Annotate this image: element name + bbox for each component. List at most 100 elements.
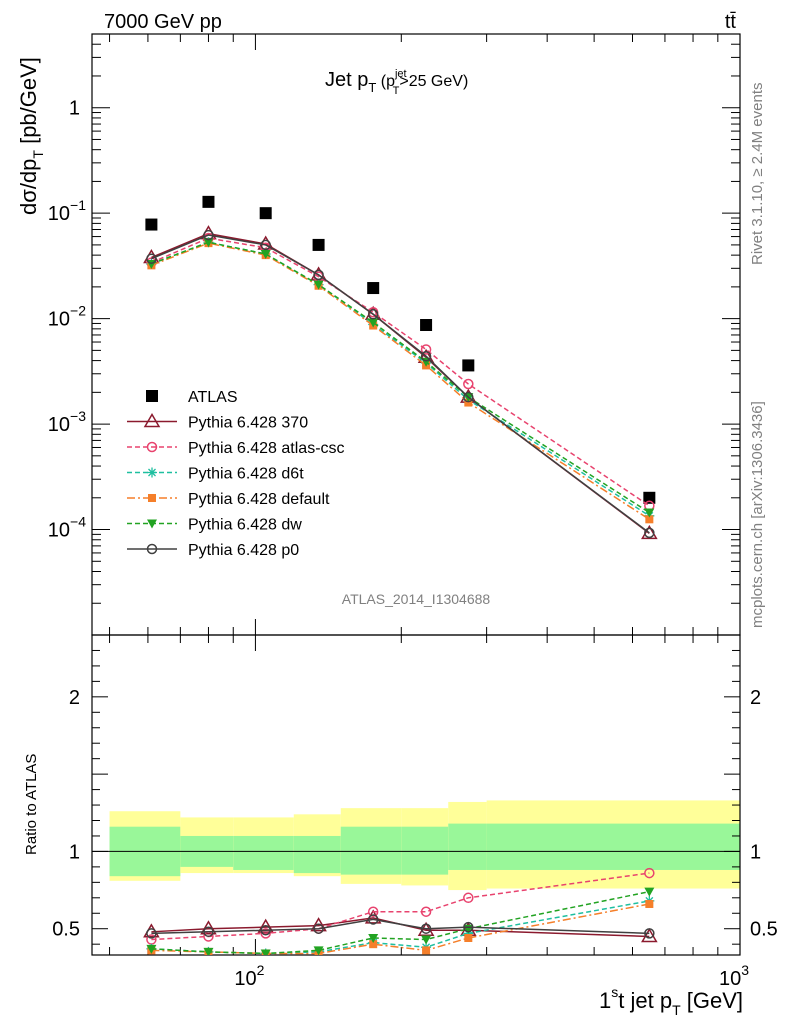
mcplots-label: mcplots.cern.ch [arXiv:1306.3436] (749, 401, 766, 628)
ratio-tick-label-right: 2 (750, 687, 761, 709)
y-tick-exponent: −4 (70, 514, 86, 530)
series-line (151, 232, 650, 534)
ratio-series-1 (143, 909, 658, 943)
ratio-point (464, 933, 473, 942)
analysis-watermark: ATLAS_2014_I1304688 (342, 591, 491, 607)
ratio-point (645, 899, 654, 908)
legend-label: Pythia 6.428 d6t (188, 466, 304, 483)
inner-band-bin (293, 835, 341, 874)
legend-label: Pythia 6.428 atlas-csc (188, 440, 345, 457)
x-tick-exponent: 3 (741, 962, 749, 978)
ratio-point (644, 887, 655, 897)
legend-marker (148, 494, 156, 502)
legend-entry: Pythia 6.428 p0 (127, 542, 299, 559)
inner-band-bin (340, 826, 402, 875)
legend-entry: Pythia 6.428 default (127, 491, 330, 508)
ratio-point (310, 917, 327, 932)
ratio-tick-label-left: 2 (69, 687, 80, 709)
ratio-plot-frame (91, 634, 741, 956)
series-0 (145, 195, 656, 504)
data-point (145, 218, 158, 231)
data-point (313, 269, 324, 281)
main-y-axis-label: dσ/dpT [pb/GeV] (16, 57, 46, 215)
ratio-point (644, 928, 655, 939)
data-point (367, 282, 380, 295)
ratio-point (420, 906, 432, 917)
data-point (312, 238, 325, 251)
data-point (462, 359, 475, 372)
main-axes: 110−110−210−310−4 (48, 33, 741, 636)
ratio-series-3 (146, 895, 655, 955)
data-point (420, 344, 432, 355)
ratio-y-axis-label: Ratio to ATLAS (23, 754, 40, 855)
data-point (644, 508, 655, 518)
title-paren-open: (p (376, 73, 395, 90)
y-label-post: [pb/GeV] (16, 57, 41, 150)
ratio-series (143, 867, 658, 955)
legend-label: Pythia 6.428 default (188, 491, 330, 508)
title-paren-close: >25 GeV) (399, 73, 468, 90)
title-main: Jet p (325, 69, 368, 91)
ratio-tick-label-right: 1 (750, 841, 761, 863)
data-point (645, 515, 654, 524)
ratio-line (151, 900, 650, 955)
data-point (643, 491, 656, 504)
data-point (146, 253, 157, 264)
ratio-point (422, 946, 431, 955)
x-axis-label: 1st jet pT [GeV] (599, 984, 743, 1018)
series-line (151, 234, 650, 534)
ratio-line (151, 918, 650, 935)
x-label-sub: T (672, 1002, 681, 1018)
main-series (143, 195, 658, 540)
data-point (260, 250, 271, 260)
title-sub2: T (393, 85, 400, 97)
ratio-point (146, 928, 157, 939)
y-tick-base: 10 (48, 414, 70, 436)
x-tick-base: 10 (234, 968, 256, 990)
ratio-point (367, 906, 379, 917)
data-point (644, 527, 655, 539)
data-point (368, 318, 379, 328)
ratio-point (313, 946, 324, 955)
x-label-pre: 1 (599, 988, 611, 1013)
title-sub: T (368, 80, 376, 95)
ratio-line (151, 890, 650, 955)
data-point (259, 207, 272, 220)
legend-entry: ATLAS (146, 389, 238, 406)
legend-marker (146, 390, 158, 402)
ratio-point (644, 867, 655, 879)
ratio-point (641, 927, 658, 943)
legend-label: Pythia 6.428 370 (188, 415, 308, 432)
y-tick-label: 10−4 (48, 514, 86, 542)
ratio-line (151, 917, 650, 938)
data-point (203, 229, 214, 241)
series-line (151, 241, 650, 517)
series-line (151, 242, 650, 520)
data-point (641, 524, 658, 540)
legend-entry: Pythia 6.428 d6t (127, 466, 304, 483)
y-label-sub: T (30, 150, 46, 159)
legend-marker (143, 413, 161, 428)
data-point (463, 391, 474, 403)
x-label-post: [GeV] (681, 988, 743, 1013)
y-tick-base: 10 (48, 203, 70, 225)
inner-band-bin (233, 835, 294, 870)
header-process: tt̄ (725, 11, 737, 33)
x-tick-label: 102 (234, 962, 264, 990)
ratio-point (203, 926, 214, 938)
x-tick-label: 103 (719, 962, 749, 990)
x-label-mid: t jet p (618, 988, 672, 1013)
y-tick-exponent: −3 (70, 408, 86, 424)
ratio-point (260, 928, 271, 939)
ratio-point (367, 914, 379, 925)
ratio-point (260, 949, 271, 955)
ratio-tick-label-left: 0.5 (52, 919, 80, 941)
title-sup: jet (394, 68, 407, 80)
y-label-main: dσ/dp (16, 159, 41, 215)
ratio-series-5 (146, 887, 655, 955)
x-tick-base: 10 (719, 968, 741, 990)
data-point (463, 378, 474, 390)
ratio-point (146, 944, 157, 954)
